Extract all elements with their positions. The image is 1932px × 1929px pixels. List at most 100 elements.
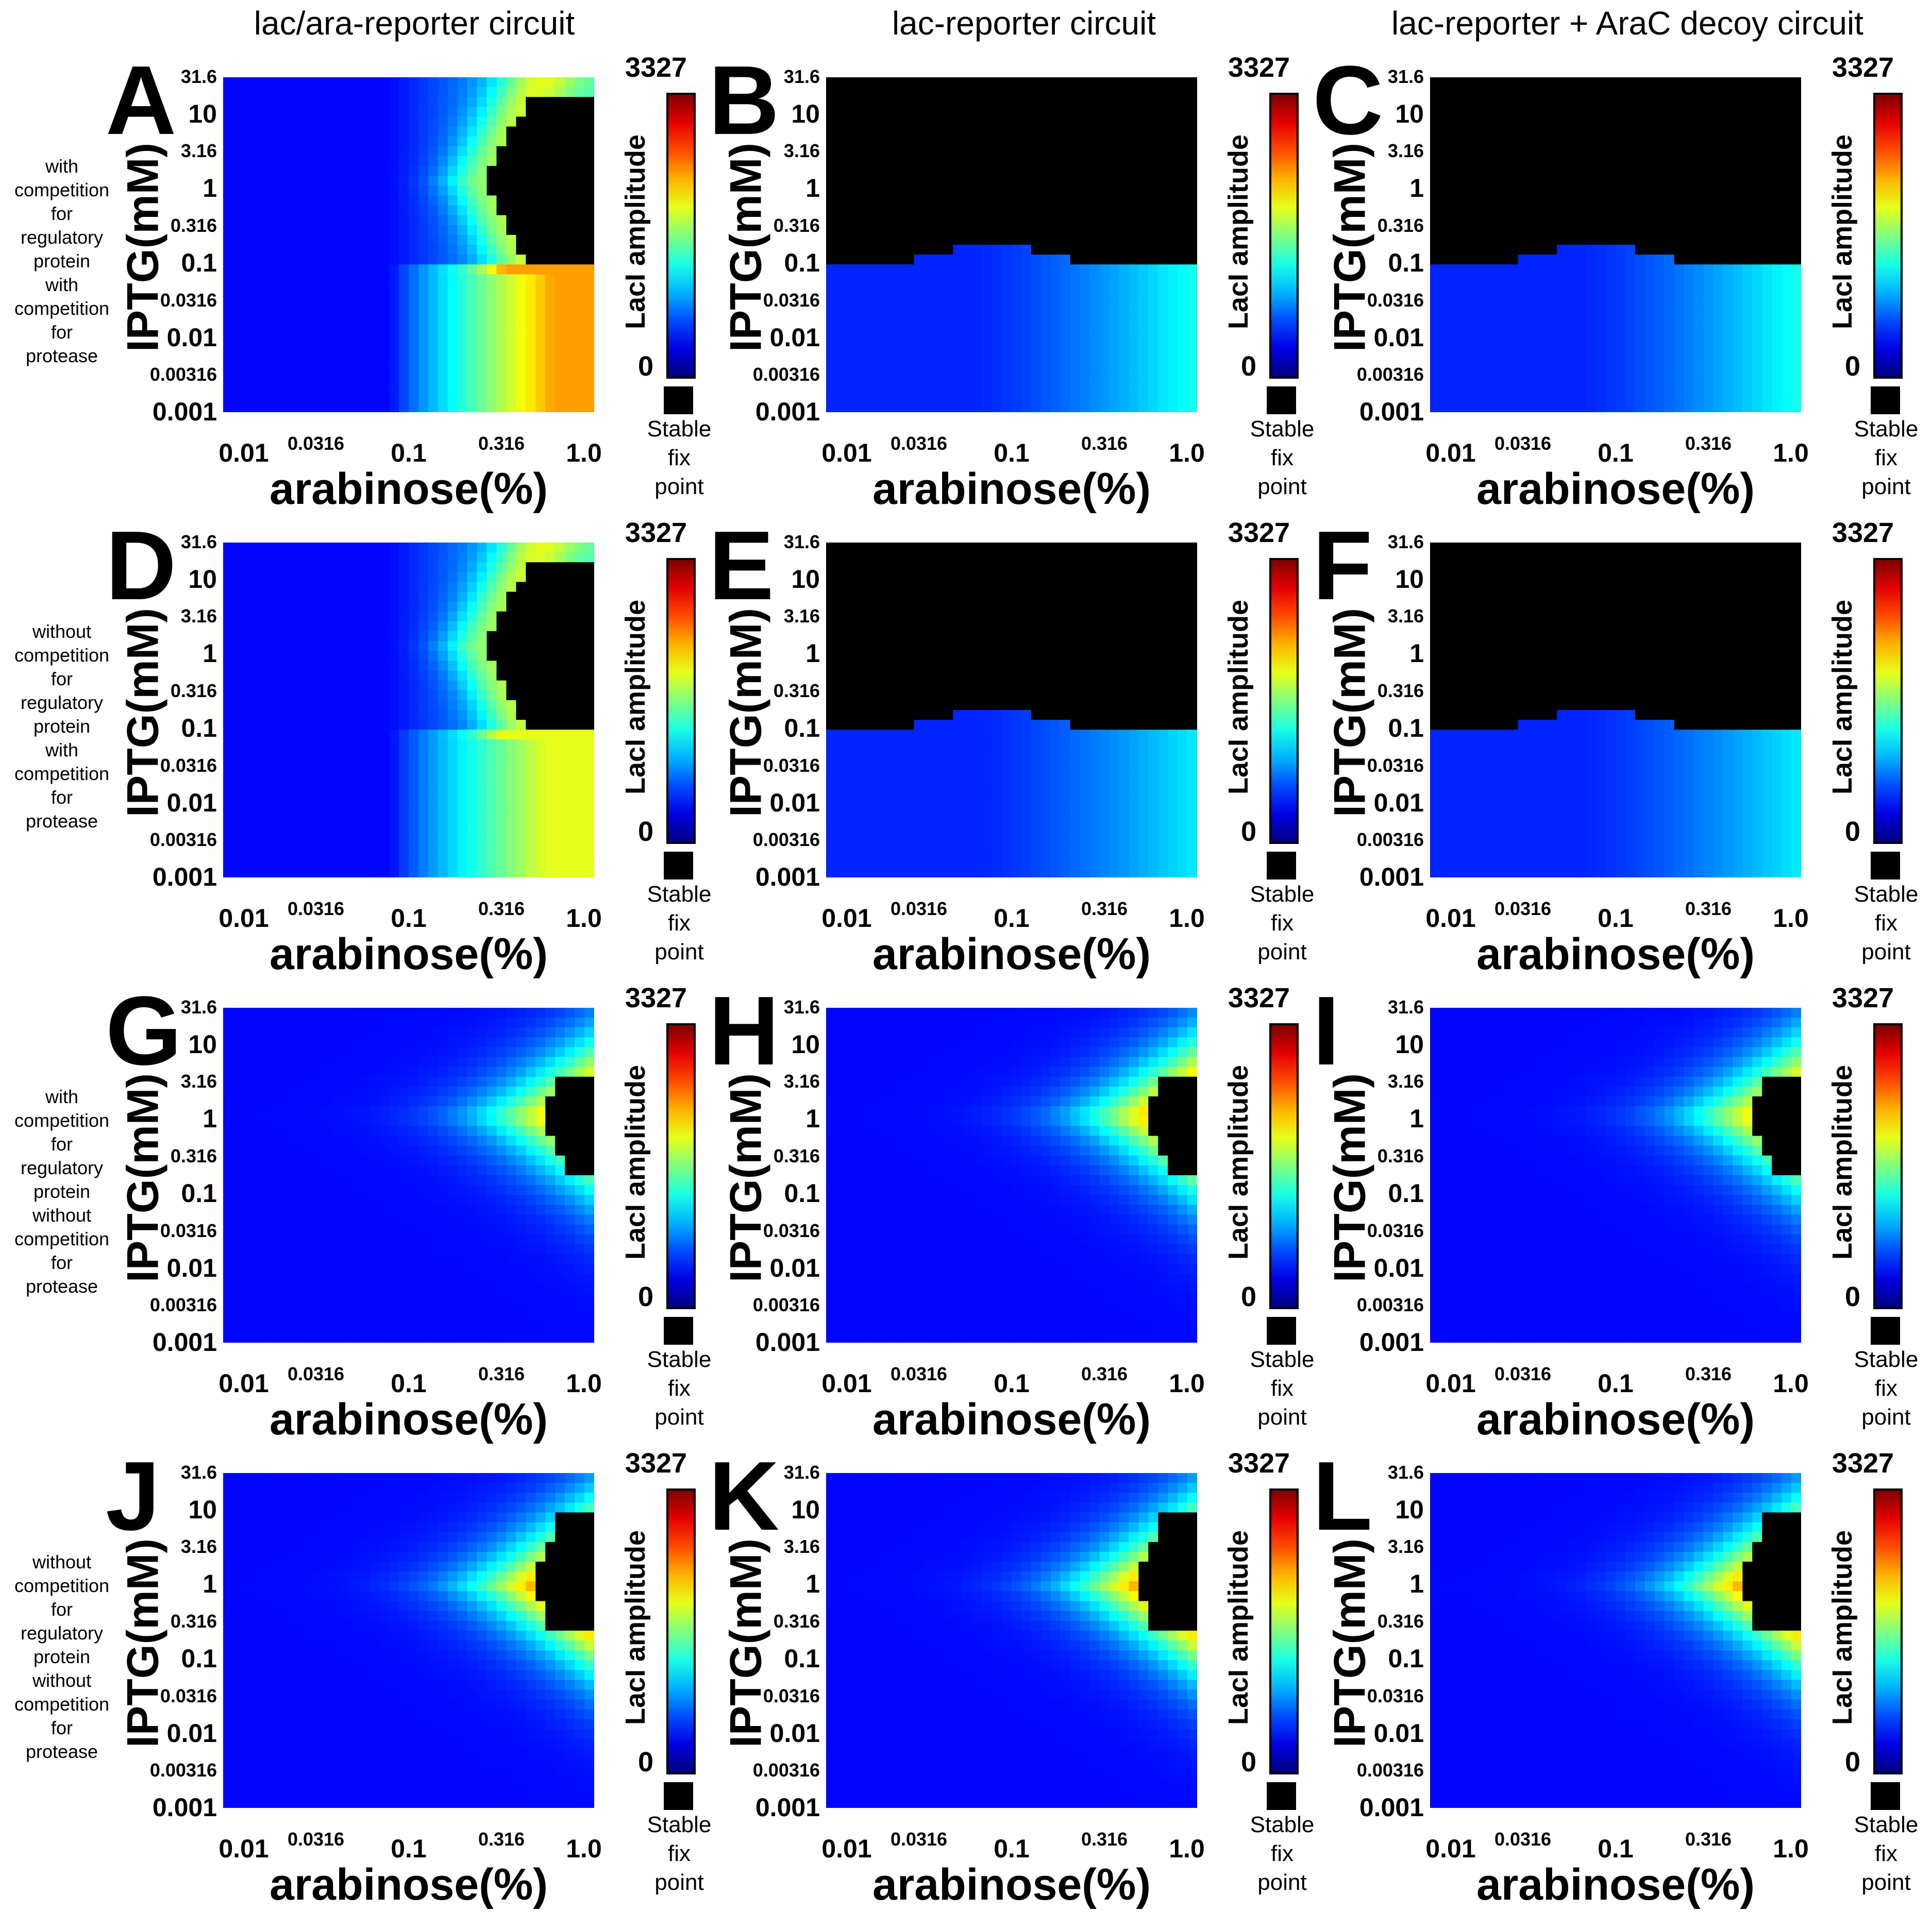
heatmap-cell <box>526 215 536 226</box>
heatmap-cell <box>1040 274 1051 285</box>
heatmap-cell <box>1723 195 1733 206</box>
heatmap-cell <box>1021 264 1032 275</box>
heatmap-cell <box>1158 333 1168 344</box>
heatmap-cell <box>1060 373 1071 383</box>
heatmap-cell <box>281 759 292 770</box>
heatmap-cell <box>1002 245 1012 255</box>
heatmap-cell <box>943 284 953 295</box>
heatmap-cell <box>1713 136 1724 147</box>
heatmap-cell <box>1537 156 1548 166</box>
heatmap-cell <box>1148 215 1158 226</box>
heatmap-cell <box>1733 136 1743 147</box>
heatmap-cell <box>438 720 448 730</box>
heatmap-cell <box>575 779 585 789</box>
heatmap-cell <box>535 601 546 612</box>
heatmap-cell <box>565 126 575 137</box>
heatmap-cell <box>252 591 263 602</box>
heatmap-cell <box>438 107 448 117</box>
heatmap-cell <box>545 382 556 393</box>
heatmap-cell <box>252 284 263 295</box>
heatmap-cell <box>1031 402 1041 412</box>
heatmap-cell <box>330 651 341 662</box>
x-axis-label: arabinose(%) <box>872 464 1151 514</box>
heatmap-cell <box>350 323 360 334</box>
heatmap-cell <box>1664 234 1675 245</box>
heatmap-cell <box>1693 205 1704 216</box>
heatmap-cell <box>389 769 399 780</box>
heatmap-cell <box>496 680 507 691</box>
heatmap-cell <box>321 136 331 147</box>
heatmap-cell <box>1782 245 1792 255</box>
heatmap-cell <box>1031 116 1041 127</box>
heatmap-cell <box>340 661 350 671</box>
heatmap-cell <box>272 195 282 206</box>
heatmap-cell <box>1459 195 1470 206</box>
heatmap-cell <box>301 274 312 285</box>
heatmap-cell <box>252 710 263 720</box>
heatmap-cell <box>923 126 934 137</box>
heatmap-cell <box>1031 77 1041 88</box>
heatmap-cell <box>1586 97 1597 107</box>
heatmap-cell <box>526 225 536 235</box>
heatmap-cell <box>1479 195 1489 206</box>
heatmap-cell <box>1002 274 1012 285</box>
heatmap-cell <box>1635 107 1645 117</box>
heatmap-cell <box>1060 284 1071 295</box>
heatmap-cell <box>1606 156 1616 166</box>
heatmap-cell <box>242 769 253 780</box>
heatmap-cell <box>584 700 594 710</box>
heatmap-cell <box>894 313 905 324</box>
heatmap-cell <box>428 195 439 206</box>
heatmap-cell <box>1168 313 1178 324</box>
heatmap-cell <box>1557 382 1567 393</box>
heatmap-cell <box>486 373 497 383</box>
heatmap-cell <box>1002 185 1012 196</box>
heatmap-cell <box>1148 77 1158 88</box>
heatmap-cell <box>486 234 497 245</box>
heatmap-cell <box>1459 156 1470 166</box>
heatmap-cell <box>447 720 458 730</box>
heatmap-cell <box>1703 146 1714 157</box>
heatmap-cell <box>360 343 370 353</box>
heatmap-cell <box>545 205 556 216</box>
heatmap-cell <box>1508 195 1519 206</box>
heatmap-cell <box>340 185 350 196</box>
heatmap-cell <box>1031 373 1041 383</box>
heatmap-cell <box>262 205 273 216</box>
heatmap-cell <box>565 156 575 166</box>
heatmap-cell <box>340 700 350 710</box>
heatmap-cell <box>418 294 429 304</box>
y-tick-label: 10 <box>1395 99 1424 129</box>
heatmap-cell <box>467 591 478 602</box>
heatmap-cell <box>565 245 575 255</box>
heatmap-cell <box>1567 343 1577 353</box>
heatmap-cell <box>1459 97 1470 107</box>
heatmap-cell <box>1576 185 1587 196</box>
heatmap-cell <box>1050 245 1061 255</box>
heatmap-cell <box>835 146 846 157</box>
heatmap-cell <box>1508 77 1519 88</box>
heatmap-cell <box>262 225 273 235</box>
heatmap-cell <box>1518 363 1528 374</box>
heatmap-cell <box>1537 176 1548 186</box>
heatmap-cell <box>496 788 507 799</box>
heatmap-cell <box>1557 156 1567 166</box>
heatmap-cell <box>584 303 594 314</box>
heatmap-cell <box>262 166 273 176</box>
heatmap-cell <box>1080 234 1090 245</box>
heatmap-cell <box>506 572 517 583</box>
heatmap-cell <box>1508 156 1519 166</box>
heatmap-cell <box>1635 382 1645 393</box>
heatmap-cell <box>360 116 370 127</box>
heatmap-cell <box>496 373 507 383</box>
heatmap-cell <box>545 670 556 681</box>
heatmap-cell <box>242 582 253 593</box>
heatmap-cell <box>1654 264 1665 275</box>
heatmap-cell <box>1031 323 1041 334</box>
heatmap-cell <box>496 690 507 701</box>
heatmap-cell <box>1488 234 1499 245</box>
y-tick-label: 0.001 <box>152 397 217 426</box>
heatmap-cell <box>379 552 390 563</box>
heatmap-cell <box>281 294 292 304</box>
heatmap-cell <box>360 313 370 324</box>
